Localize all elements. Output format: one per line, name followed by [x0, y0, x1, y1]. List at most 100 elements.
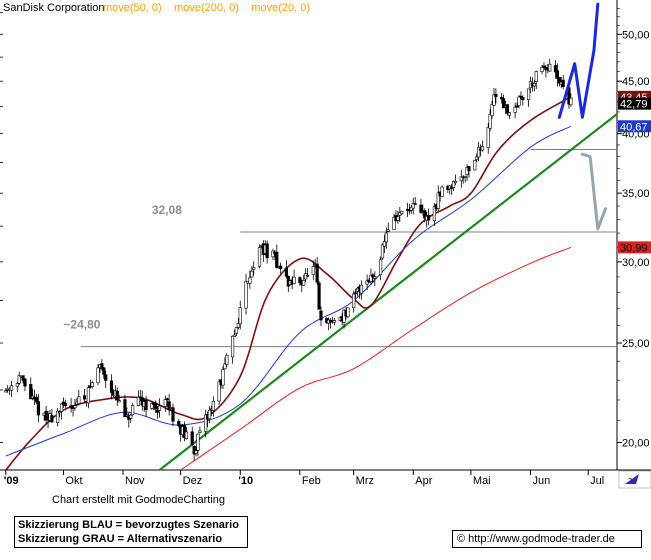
candle-body — [440, 186, 444, 197]
last-value-label: 30,99 — [620, 242, 648, 254]
candle-body — [82, 395, 87, 400]
level-label: 32,08 — [152, 203, 182, 217]
candle-body — [432, 206, 436, 222]
x-tick-label: Mrz — [356, 475, 374, 487]
candle-body — [204, 414, 208, 432]
candle-body — [125, 414, 129, 416]
candle-body — [248, 277, 252, 284]
candle-body — [29, 384, 33, 400]
website-url: http://www.godmode-trader.de — [468, 533, 615, 545]
candle-body — [515, 105, 519, 108]
candle-body — [86, 387, 91, 404]
candle-body — [198, 430, 202, 433]
candle-body — [192, 445, 196, 455]
candle-body — [236, 323, 240, 328]
candle-body — [190, 431, 194, 446]
x-tick-label: '10 — [238, 475, 253, 487]
candle-body — [473, 160, 477, 171]
candle-body — [452, 181, 456, 188]
candle-body — [317, 282, 321, 310]
y-tick-label: 50,00 — [622, 29, 650, 41]
candle-body — [346, 307, 350, 318]
candle-body — [50, 415, 54, 423]
candle-body — [486, 127, 490, 148]
candle-body — [257, 247, 262, 267]
candle-body — [392, 216, 396, 230]
candle-body — [250, 270, 254, 278]
candle-body — [156, 410, 160, 413]
candle-body — [31, 395, 35, 399]
candle-body — [4, 390, 8, 393]
candle-body — [244, 281, 248, 309]
candle-body — [230, 335, 235, 358]
candle-body — [475, 156, 479, 160]
x-tick-label: Dez — [183, 475, 203, 487]
candle-body — [59, 403, 64, 412]
candle-body — [423, 210, 427, 219]
candle-body — [136, 396, 140, 406]
candle-body — [275, 251, 279, 269]
last-value-box — [618, 241, 651, 254]
candle-body — [371, 274, 375, 278]
indicator-label: move(200, 0) — [174, 2, 239, 14]
candle-body — [369, 274, 373, 282]
candle-body — [436, 192, 440, 209]
candle-body — [427, 214, 431, 221]
y-tick-label: 25,00 — [622, 338, 650, 350]
candle-body — [171, 407, 175, 422]
last-value-label: 42,79 — [620, 99, 648, 111]
candle-body — [500, 97, 504, 100]
candle-body — [332, 320, 337, 323]
candle-body — [23, 378, 27, 387]
candle-body — [15, 383, 19, 387]
candle-body — [540, 67, 544, 72]
candle-body — [463, 176, 467, 178]
candle-body — [129, 414, 133, 419]
candle-body — [521, 97, 525, 101]
candle-body — [34, 396, 39, 403]
candle-body — [131, 405, 135, 416]
candle-body — [384, 232, 388, 243]
candle-body — [109, 380, 114, 393]
candle-body — [561, 79, 565, 87]
candle-body — [553, 65, 558, 73]
corner-icon — [618, 470, 651, 489]
candle-body — [292, 276, 296, 284]
candle-body — [459, 176, 463, 182]
candle-body — [217, 381, 221, 402]
x-tick-label: Jul — [590, 475, 604, 487]
candle-body — [380, 244, 385, 259]
y-tick-label: 30,00 — [622, 257, 650, 269]
chart-credit: Chart erstellt mit GodmodeCharting — [52, 494, 226, 506]
candle-body — [315, 263, 319, 283]
candle-body — [154, 402, 158, 410]
candle-body — [411, 202, 415, 209]
last-value-box — [618, 97, 651, 110]
candle-body — [480, 146, 485, 151]
candle-body — [100, 363, 104, 370]
candle-body — [9, 385, 14, 391]
chart-title: SanDisk Corporation — [3, 2, 105, 14]
website-link[interactable]: © http://www.godmode-trader.de — [452, 530, 642, 548]
level-label: ~24,80 — [63, 318, 100, 332]
candle-body — [17, 375, 21, 384]
candle-body — [102, 367, 106, 375]
x-tick-label: Feb — [302, 475, 321, 487]
candle-body — [413, 203, 417, 205]
y-tick-label: 35,00 — [622, 188, 650, 200]
candle-body — [223, 363, 227, 370]
candle-body — [378, 259, 383, 276]
candle-body — [382, 241, 387, 247]
candle-body — [305, 275, 310, 277]
candle-body — [96, 367, 100, 384]
candle-body — [526, 88, 531, 101]
candle-body — [505, 104, 510, 114]
candle-body — [104, 374, 108, 381]
candle-body — [490, 104, 494, 117]
candle-body — [63, 403, 67, 407]
candle-body — [56, 410, 60, 423]
candle-body — [298, 277, 302, 284]
candle-body — [225, 354, 229, 366]
